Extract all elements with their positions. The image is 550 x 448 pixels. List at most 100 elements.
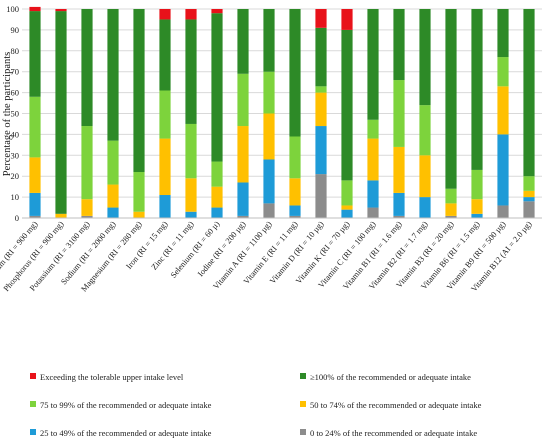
legend-label: Exceeding the tolerable upper intake lev… <box>40 372 184 382</box>
bar-segment <box>315 27 327 87</box>
bar-segment <box>237 182 249 216</box>
bar-segment <box>211 9 223 14</box>
bar-segment <box>497 86 509 135</box>
legend-label: 25 to 49% of the recommended or adequate… <box>40 428 212 438</box>
legend-label: 50 to 74% of the recommended or adequate… <box>310 400 482 410</box>
bar-segment <box>523 176 535 191</box>
bar-segment <box>393 215 405 218</box>
bar-segment <box>81 9 93 127</box>
bar-segment <box>471 169 483 200</box>
x-tick-label: Iodine (RI = 200 µg) <box>196 219 248 278</box>
bar-segment <box>315 86 327 93</box>
legend-swatch <box>30 429 36 435</box>
bar-segment <box>419 197 431 218</box>
bar-segment <box>393 9 405 81</box>
bar-segment <box>523 201 535 218</box>
legend-swatch <box>30 401 36 407</box>
bar-segment <box>523 197 535 202</box>
bar-segment <box>497 205 509 218</box>
bar-segment <box>367 119 379 139</box>
bar-segment <box>289 136 301 179</box>
bar-segment <box>341 205 353 210</box>
bar-segment <box>471 9 483 170</box>
bar-segment <box>185 211 197 218</box>
y-tick-label: 0 <box>15 213 19 223</box>
y-axis-title: Percentage of the participants <box>2 52 13 177</box>
bar-segment <box>29 215 41 218</box>
bar-segment <box>341 29 353 181</box>
bar-segment <box>55 213 67 218</box>
legend-swatch <box>30 373 36 379</box>
bar-segment <box>523 9 535 177</box>
bar-segment <box>55 9 67 12</box>
y-tick-label: 100 <box>6 4 19 14</box>
y-tick-label: 30 <box>11 150 20 160</box>
bar-segment <box>367 9 379 120</box>
bar-segment <box>289 178 301 206</box>
bar-segment <box>393 80 405 147</box>
bar-segment <box>107 140 119 185</box>
bar-segment <box>211 161 223 187</box>
bar-segment <box>497 134 509 206</box>
bar-segment <box>367 207 379 218</box>
bar-segment <box>211 13 223 162</box>
bar-segment <box>237 215 249 218</box>
legend-label: ≥100% of the recommended or adequate int… <box>310 372 471 382</box>
bar-segment <box>445 188 457 204</box>
y-tick-label: 60 <box>11 88 20 98</box>
y-tick-label: 40 <box>11 129 20 139</box>
y-tick-label: 90 <box>11 25 20 35</box>
bar-segment <box>159 9 171 20</box>
bar-segment <box>367 138 379 181</box>
bar-segment <box>133 211 145 218</box>
bar-segment <box>29 157 41 193</box>
bar-segment <box>237 73 249 127</box>
bar-segment <box>445 203 457 216</box>
bar-segment <box>497 9 509 58</box>
legend-label: 75 to 99% of the recommended or adequate… <box>40 400 212 410</box>
bar-segment <box>107 184 119 208</box>
bar-segment <box>81 215 93 218</box>
legend-swatch <box>300 373 306 379</box>
bar-segment <box>159 90 171 139</box>
bar-segment <box>419 105 431 156</box>
bar-segment <box>263 9 275 72</box>
bar-segment <box>211 207 223 218</box>
bar-segment <box>315 174 327 218</box>
bar-segment <box>185 178 197 212</box>
y-tick-label: 10 <box>11 192 20 202</box>
bar-segment <box>81 199 93 216</box>
bar-segment <box>445 9 457 189</box>
bar-segment <box>133 172 145 212</box>
bar-segment <box>523 190 535 198</box>
bar-segment <box>471 213 483 218</box>
x-tick-label: Selenium (RI = 60 µ) <box>169 219 222 280</box>
bar-segment <box>29 11 41 97</box>
bar-segment <box>133 9 145 173</box>
legend-swatch <box>300 401 306 407</box>
bar-segment <box>367 180 379 208</box>
bar-segment <box>341 209 353 218</box>
y-tick-label: 70 <box>11 67 20 77</box>
bars <box>29 6 535 218</box>
gridlines <box>22 8 542 198</box>
y-tick-label: 50 <box>11 109 20 119</box>
bar-segment <box>185 123 197 179</box>
bar-segment <box>289 205 301 216</box>
bar-segment <box>445 215 457 218</box>
y-tick-labels: 0 10 20 30 40 50 60 70 80 90 100 <box>6 4 19 223</box>
bar-segment <box>341 9 353 30</box>
bar-segment <box>289 9 301 137</box>
bar-segment <box>341 180 353 206</box>
bar-segment <box>497 57 509 87</box>
legend-swatch <box>300 429 306 435</box>
bar-segment <box>29 192 41 216</box>
legend: Exceeding the tolerable upper intake lev… <box>30 372 482 438</box>
bar-segment <box>471 199 483 214</box>
bar-segment <box>315 9 327 28</box>
bar-segment <box>263 113 275 160</box>
legend-label: 0 to 24% of the recommended or adequate … <box>310 428 477 438</box>
bar-segment <box>55 11 67 214</box>
bar-segment <box>315 126 327 175</box>
